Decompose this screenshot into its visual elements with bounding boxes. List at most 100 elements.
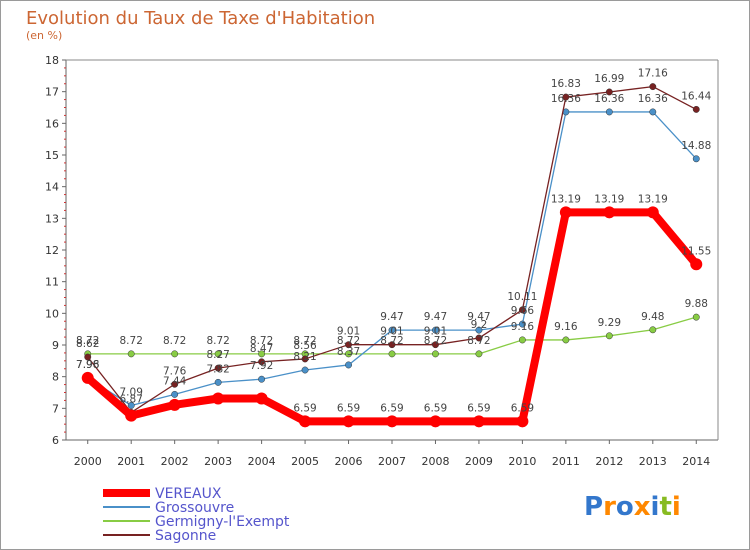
- series-point: [345, 341, 352, 349]
- series-point: [388, 326, 396, 334]
- x-tick-label: 2011: [552, 455, 580, 468]
- series-point: [605, 88, 613, 96]
- data-label: 8.72: [206, 335, 229, 347]
- x-tick-label: 2013: [639, 455, 667, 468]
- data-label: 8.72: [467, 335, 490, 347]
- data-label: 8.56: [293, 340, 317, 352]
- legend-label: Grossouvre: [155, 500, 234, 516]
- data-label: 13.19: [638, 193, 668, 205]
- x-tick-label: 2012: [595, 455, 623, 468]
- series-point: [475, 350, 483, 358]
- series-point: [258, 375, 266, 383]
- data-label: 16.83: [551, 78, 581, 90]
- data-label: 9.2: [471, 319, 488, 331]
- data-label: 8.27: [206, 349, 229, 361]
- data-label: 13.19: [551, 193, 581, 205]
- series-point: [127, 402, 135, 409]
- series-point: [692, 105, 700, 113]
- data-label: 16.99: [594, 73, 624, 85]
- logo-text: Proxiti: [584, 492, 681, 522]
- y-tick-label: 16: [45, 117, 59, 130]
- data-label: 16.36: [638, 93, 668, 105]
- y-tick-label: 11: [45, 276, 59, 289]
- data-label: 7.09: [120, 386, 143, 398]
- series-point: [127, 350, 135, 358]
- series-point: [432, 326, 439, 334]
- series-point: [301, 366, 309, 374]
- data-label: 16.44: [681, 90, 711, 102]
- series-point: [388, 341, 396, 349]
- data-label: 9.48: [641, 311, 664, 323]
- data-label: 11.55: [681, 245, 711, 257]
- series-point: [432, 341, 439, 349]
- logo-letter: P: [584, 492, 603, 522]
- series-point: [562, 336, 570, 344]
- series-line-1: [87, 111, 697, 407]
- data-label: 6.59: [511, 402, 534, 414]
- data-label: 9.47: [380, 311, 403, 323]
- data-label: 8.72: [76, 335, 99, 347]
- data-label: 17.16: [638, 68, 668, 80]
- data-label: 10.11: [507, 291, 537, 303]
- series-point: [518, 320, 526, 328]
- legend-label: Germigny-l'Exempt: [155, 514, 290, 530]
- data-label: 9.29: [598, 317, 621, 329]
- data-label: 8.72: [337, 335, 360, 347]
- series-point: [168, 398, 181, 411]
- series-point: [559, 206, 572, 219]
- data-label: 7.92: [250, 360, 273, 372]
- series-point: [171, 390, 179, 398]
- data-label: 8.47: [250, 343, 273, 355]
- data-label: 8.62: [76, 338, 99, 350]
- x-tick-label: 2010: [508, 455, 536, 468]
- data-label: 9.88: [685, 298, 708, 310]
- data-label: 9.01: [380, 326, 403, 338]
- x-tick-label: 2006: [335, 455, 363, 468]
- y-tick-label: 14: [45, 181, 59, 194]
- data-label: 13.19: [594, 193, 624, 205]
- data-label: 8.72: [293, 335, 316, 347]
- data-label: 16.36: [551, 93, 581, 105]
- data-label: 8.72: [163, 335, 186, 347]
- legend-label: VEREAUX: [155, 486, 222, 502]
- x-tick-label: 2008: [421, 455, 449, 468]
- data-labels: 7.96 6.59 6.59 6.59 6.59 6.59 6.59 13.19 13.19 13…: [76, 68, 712, 415]
- series-point: [81, 371, 94, 384]
- series-point: [518, 306, 526, 314]
- series-point: [692, 155, 700, 163]
- logo-letter: t: [659, 492, 671, 522]
- data-label: 9.16: [511, 321, 535, 333]
- x-tick-label: 2001: [117, 455, 145, 468]
- y-tick-label: 8: [52, 371, 59, 384]
- series-layer: [81, 83, 703, 428]
- series-point: [255, 392, 268, 405]
- legend: VEREAUXGrossouvreGermigny-l'ExemptSagonn…: [103, 486, 290, 544]
- series-point: [429, 415, 442, 428]
- series-point: [690, 258, 703, 271]
- data-label: 8.72: [250, 335, 273, 347]
- series-point: [432, 350, 439, 358]
- x-tick-label: 2014: [682, 455, 710, 468]
- data-label: 6.59: [424, 402, 447, 414]
- chart-title: Evolution du Taux de Taxe d'Habitation: [26, 8, 375, 29]
- series-point: [472, 415, 485, 428]
- series-point: [649, 108, 657, 116]
- data-label: 7.98: [76, 359, 99, 371]
- series-point: [475, 326, 483, 334]
- data-label: 8.72: [120, 335, 143, 347]
- legend-label: Sagonne: [155, 528, 216, 544]
- data-label: 6.59: [337, 402, 360, 414]
- data-label: 7.82: [206, 363, 229, 375]
- logo-letter: i: [672, 492, 681, 522]
- data-label: 7.96: [76, 359, 100, 371]
- y-tick-label: 18: [45, 54, 59, 67]
- axes: 6 7 8 9 10 11 12 13 14 15 16 17 18 2000 2001 2002 2003 20…: [45, 54, 719, 468]
- series-point: [345, 361, 352, 369]
- series-point: [342, 415, 355, 428]
- data-label: 7.44: [163, 375, 187, 387]
- series-point: [649, 83, 657, 91]
- series-point: [388, 350, 396, 358]
- series-point: [386, 415, 398, 428]
